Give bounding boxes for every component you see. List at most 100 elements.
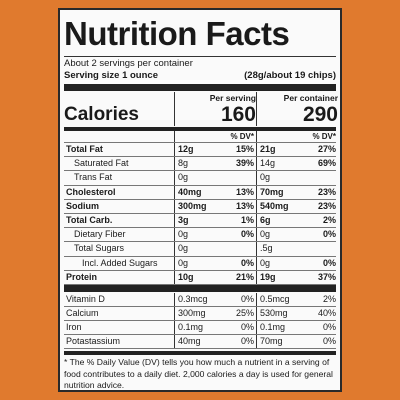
nutrient-row: Iron 0.1mg 0% 0.1mg 0% [64,321,336,335]
container-dv [304,171,338,184]
label: Saturated Fat [74,158,129,169]
container-amount: 540mg [256,199,304,214]
container-amount: 21g [256,143,304,157]
nutrient-table: Total Fat 12g 15% 21g 27% Saturated Fat 8g 39% 1… [64,143,338,286]
container-dv [304,242,338,255]
nutrient-row: Trans Fat 0g 0g [64,171,338,186]
serving-amount: 8g [174,157,222,171]
serving-amount: 40mg [174,335,222,348]
nutrient-row: Total Sugars 0g .5g [64,242,338,257]
serving-amount: 0g [174,171,222,185]
container-amount: 19g [256,270,304,285]
container-dv: 0% [322,229,336,240]
label: Trans Fat [74,172,113,183]
serving-amount: 300mg [174,307,222,320]
serving-dv [222,242,256,255]
serving-amount: 0.1mg [174,321,222,334]
label: Cholesterol [66,186,116,197]
servings: About 2 servings per container [64,58,193,69]
label: Dietary Fiber [74,229,126,240]
nutrient-row: Vitamin D 0.3mcg 0% 0.5mcg 2% [64,293,336,307]
container-amount: 0g [256,171,304,185]
calories-label: Calories [64,104,139,125]
container-amount: 0.1mg [256,321,304,334]
serving-dv [222,171,256,184]
serving-amount: 3g [174,214,222,228]
nutrient-row: Saturated Fat 8g 39% 14g 69% [64,157,336,172]
container-dv: 69% [317,158,336,169]
container-dv: 0% [322,322,336,332]
container-amount: 0.5mcg [256,293,304,306]
nutrient-row: Sodium 300mg 13% 540mg 23% [64,199,336,215]
container-dv: 27% [317,144,336,154]
column-header: Per serving [174,92,256,104]
label: Potastassium [66,336,121,346]
serving-dv: 21% [235,271,254,282]
container-dv: 23% [317,186,336,197]
label: Protein [66,271,98,282]
nutrient-row: Total Fat 12g 15% 21g 27% [64,143,336,158]
label: Incl. Added Sugars [82,257,158,268]
serving-dv: 0% [240,257,254,268]
container-amount: 70mg [256,185,304,199]
label: Calcium [66,308,99,318]
serving-amount: 0g [174,228,222,242]
serving-dv: 1% [240,215,254,226]
nutrient-row: Cholesterol 40mg 13% 70mg 23% [64,185,336,200]
container-amount: 0g [256,228,304,242]
serving-dv: 13% [235,200,254,211]
rule [64,56,336,57]
container-dv: 0% [322,257,336,268]
nutrition-label: Nutrition Facts About 2 servings per con… [58,8,342,392]
serving-amount: 0.3mcg [174,293,222,306]
label: Vitamin D [66,294,105,304]
rule [64,84,336,91]
container-amount: .5g [256,242,304,256]
label: Total Carb. [66,215,113,226]
footnote: * The % Daily Value (DV) tells you how m… [64,357,333,390]
serving-dv: 0% [240,322,254,332]
label: Total Sugars [74,243,125,254]
serving-dv: 0% [240,229,254,240]
nutrient-row: Potastassium 40mg 0% 70mg 0% [64,335,336,349]
container-dv: 2% [322,215,336,226]
serving-amount: 40mg [174,185,222,199]
serving-dv: 39% [235,158,254,169]
nutrient-row: Dietary Fiber 0g 0% 0g 0% [64,228,336,243]
serving-amount: 10g [174,270,222,285]
container-dv: 23% [317,200,336,211]
column-header: Per container [256,92,338,104]
label: Total Fat [66,144,103,154]
calories-row: Calories 160 290 [64,104,338,126]
container-amount: 530mg [256,307,304,320]
serving-dv: 0% [240,294,254,304]
serving-size: Serving size 1 ounce [64,70,158,81]
rule [64,351,336,355]
container-amount: 6g [256,214,304,228]
nutrient-row: Total Carb. 3g 1% 6g 2% [64,214,336,229]
dv-header: % DV* [174,131,256,142]
nutrient-row: Calcium 300mg 25% 530mg 40% [64,307,336,321]
label: Sodium [66,200,99,211]
rule [64,285,336,292]
nutrient-row: Incl. Added Sugars 0g 0% 0g 0% [64,256,336,271]
serving-amount: 12g [174,143,222,157]
calories-value: 290 [256,104,338,126]
container-amount: 0g [256,256,304,270]
serving-size-amount: (28g/about 19 chips) [244,70,336,81]
container-dv: 37% [317,271,336,282]
container-dv: 0% [322,336,336,346]
container-amount: 70mg [256,335,304,348]
container-dv: 2% [322,294,336,304]
vitamin-table: Vitamin D 0.3mcg 0% 0.5mcg 2% Calcium 300mg 25%… [64,293,336,349]
serving-dv: 0% [240,336,254,346]
container-amount: 14g [256,157,304,171]
serving-dv: 13% [235,186,254,197]
title: Nutrition Facts [64,15,290,52]
calories-value: 160 [174,104,256,126]
dv-header: % DV* [256,131,338,142]
serving-size-row: Serving size 1 ounce (28g/about 19 chips… [64,70,336,82]
column-headers: Per serving Per container [64,92,338,104]
label: Iron [66,322,82,332]
